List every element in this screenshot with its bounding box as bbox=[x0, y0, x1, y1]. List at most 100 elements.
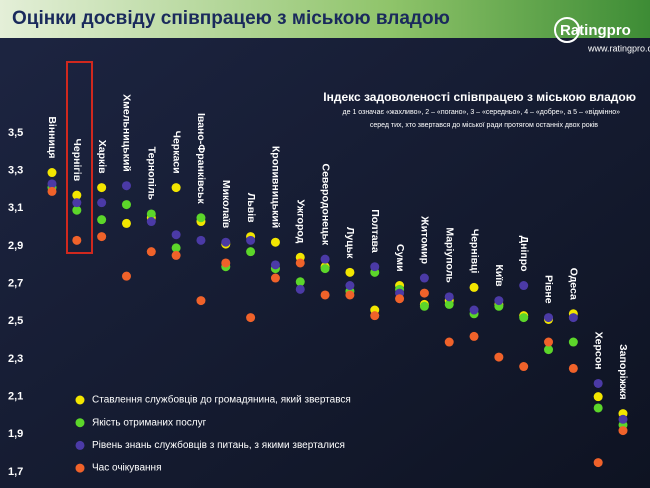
dot bbox=[544, 345, 554, 355]
note-line: де 1 означає «жахливо», 2 – «погано», 3 … bbox=[343, 108, 621, 116]
category-label: Львів bbox=[245, 193, 257, 223]
dot bbox=[618, 426, 628, 436]
dot bbox=[395, 294, 405, 304]
dot bbox=[47, 186, 57, 196]
dot bbox=[593, 378, 603, 388]
y-tick-label: 1,7 bbox=[8, 466, 23, 478]
dot bbox=[146, 209, 156, 219]
category-label: Миколаїв bbox=[220, 180, 232, 229]
dot bbox=[72, 205, 82, 215]
dot bbox=[121, 218, 131, 228]
y-tick-label: 2,3 bbox=[8, 353, 23, 365]
dot bbox=[121, 271, 131, 281]
category-label: Рівне bbox=[543, 275, 555, 304]
category-label: Луцьк bbox=[344, 227, 356, 259]
dot bbox=[370, 311, 380, 321]
dot bbox=[519, 281, 529, 291]
dot bbox=[97, 215, 107, 225]
category-label: Івано-Франківськ bbox=[195, 113, 207, 205]
category-label: Херсон bbox=[592, 332, 604, 370]
category-label: Суми bbox=[394, 244, 406, 272]
category-label: Київ bbox=[493, 264, 505, 287]
dot bbox=[419, 288, 429, 298]
dot bbox=[345, 267, 355, 277]
dot bbox=[345, 290, 355, 300]
dot bbox=[320, 254, 330, 264]
category-label: Черкаси bbox=[170, 131, 182, 174]
dot bbox=[295, 277, 305, 287]
category-label: Вінниця bbox=[46, 116, 58, 158]
dot bbox=[544, 337, 554, 347]
dot bbox=[568, 313, 578, 323]
dot bbox=[72, 198, 82, 208]
y-tick-label: 3,5 bbox=[8, 127, 23, 139]
logo: Ratingpro bbox=[560, 22, 631, 39]
dot bbox=[593, 458, 603, 468]
dot bbox=[444, 299, 454, 309]
logo-ring bbox=[554, 17, 580, 43]
dot bbox=[370, 262, 380, 272]
dot bbox=[419, 301, 429, 311]
dot bbox=[146, 217, 156, 227]
dot bbox=[494, 296, 504, 306]
highlight-box bbox=[66, 61, 93, 254]
dot bbox=[345, 281, 355, 291]
dot bbox=[47, 168, 57, 178]
legend-marker bbox=[75, 395, 85, 405]
dot bbox=[171, 243, 181, 253]
dot bbox=[121, 181, 131, 191]
note-title: Індекс задоволеності співпрацею з місько… bbox=[323, 90, 636, 104]
y-tick-label: 2,1 bbox=[8, 391, 23, 403]
dot bbox=[270, 260, 280, 270]
y-tick-label: 2,5 bbox=[8, 315, 23, 327]
dot bbox=[246, 247, 256, 257]
category-label: Полтава bbox=[369, 209, 381, 253]
dot bbox=[568, 363, 578, 373]
dot bbox=[494, 352, 504, 362]
category-label: Тернопіль bbox=[146, 147, 158, 201]
dot bbox=[146, 247, 156, 257]
dot bbox=[320, 264, 330, 274]
dot bbox=[444, 292, 454, 302]
dot bbox=[72, 190, 82, 200]
dot bbox=[72, 235, 82, 245]
dot bbox=[270, 237, 280, 247]
dot bbox=[171, 250, 181, 260]
dot bbox=[544, 313, 554, 323]
category-label: Житомир bbox=[419, 215, 431, 264]
legend-label: Рівень знань службовців з питань, з яким… bbox=[92, 439, 345, 451]
dot bbox=[295, 284, 305, 294]
category-label: Харків bbox=[96, 140, 108, 174]
dot bbox=[47, 179, 57, 189]
legend-label: Ставлення службовців до громадянина, яки… bbox=[92, 394, 351, 406]
category-label: Запоріжжя bbox=[617, 344, 629, 400]
dot bbox=[320, 290, 330, 300]
y-tick-label: 2,9 bbox=[8, 240, 23, 252]
dot bbox=[97, 232, 107, 242]
y-tick-label: 3,3 bbox=[8, 165, 23, 177]
category-label: Кропивницький bbox=[270, 146, 282, 228]
chart-title: Оцінки досвіду співпрацею з міською влад… bbox=[12, 8, 450, 29]
legend-marker bbox=[75, 418, 85, 428]
category-label: Одеса bbox=[568, 268, 580, 300]
legend-marker bbox=[75, 440, 85, 450]
dot bbox=[618, 414, 628, 424]
dot bbox=[295, 258, 305, 268]
dot bbox=[196, 296, 206, 306]
dot bbox=[196, 213, 206, 223]
legend-label: Якість отриманих послуг bbox=[92, 417, 207, 428]
dot bbox=[171, 183, 181, 193]
dot bbox=[469, 305, 479, 315]
dot bbox=[519, 362, 529, 372]
category-label: Маріуполь bbox=[443, 227, 455, 283]
category-label: Ужгород bbox=[294, 199, 306, 243]
category-label: Чернівці bbox=[468, 229, 480, 274]
dot bbox=[444, 337, 454, 347]
dot bbox=[568, 337, 578, 347]
note-line: серед тих, хто звертався до міської ради… bbox=[370, 121, 598, 129]
dot bbox=[469, 331, 479, 341]
category-label: Дніпро bbox=[518, 236, 530, 272]
dot bbox=[246, 313, 256, 323]
